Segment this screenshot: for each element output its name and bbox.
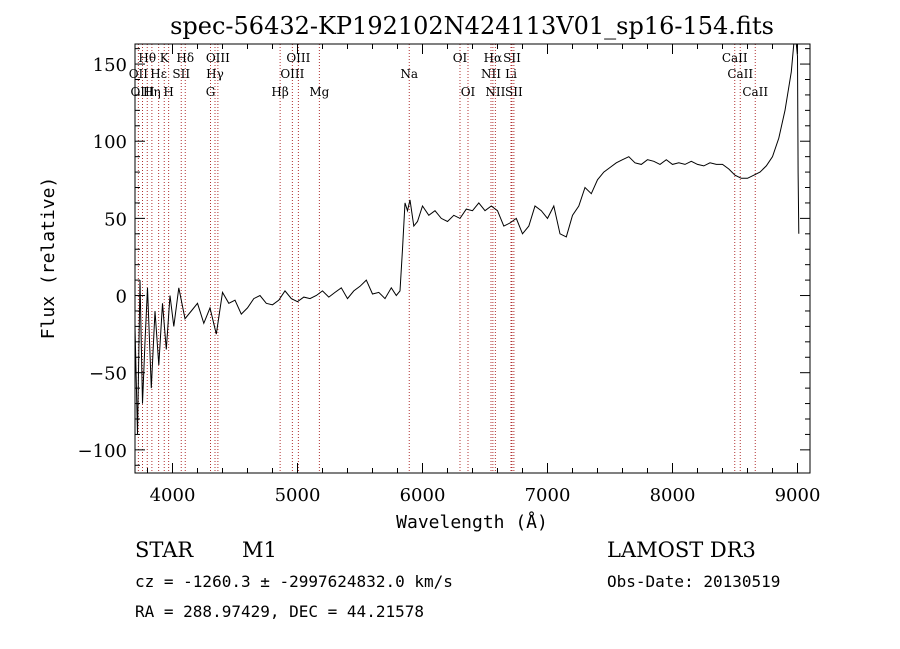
line-label-11: G (206, 85, 216, 99)
emission-line-markers (137, 44, 756, 473)
y-tick-label-0: −100 (78, 441, 127, 462)
x-axis-ticks: 4000 5000 6000 7000 8000 9000 (147, 44, 821, 506)
y-tick-label-4: 100 (93, 132, 127, 153)
line-label-3: Hε (150, 67, 167, 81)
line-label-12: OIII (286, 51, 310, 65)
line-label-8: Hδ (176, 51, 194, 65)
line-label-13: OIII (280, 67, 304, 81)
object-subclass: M1 (242, 538, 277, 562)
plot-frame (134, 43, 811, 474)
survey-name: LAMOST DR3 (607, 538, 756, 562)
line-label-23: NII (485, 85, 505, 99)
line-label-15: Mg (309, 85, 329, 99)
x-tick-label-0: 4000 (150, 485, 196, 506)
line-label-0: Hθ (138, 51, 156, 65)
line-label-10: Hγ (206, 67, 224, 81)
line-label-24: SII (505, 85, 523, 99)
line-label-19: Hα (484, 51, 503, 65)
line-label-27: CaII (742, 85, 768, 99)
line-label-25: CaII (722, 51, 748, 65)
obs-date: Obs-Date: 20130519 (607, 572, 781, 591)
x-tick-label-2: 6000 (400, 485, 446, 506)
chart-title: spec-56432-KP192102N424113V01_sp16-154.f… (170, 12, 774, 40)
y-tick-label-3: 50 (104, 209, 127, 230)
line-label-4: Hη (143, 85, 161, 99)
line-label-16: Na (400, 67, 418, 81)
line-label-9: OIII (206, 51, 230, 65)
y-axis-ticks: −100 −50 0 50 100 150 (78, 48, 810, 466)
x-tick-label-4: 8000 (650, 485, 696, 506)
x-tick-label-1: 5000 (275, 485, 321, 506)
y-tick-label-2: 0 (116, 287, 127, 308)
flux-series-line (134, 43, 800, 435)
redshift-line: cz = -1260.3 ± -2997624832.0 km/s (135, 572, 453, 591)
y-tick-label-5: 150 (93, 55, 127, 76)
line-label-26: CaII (727, 67, 753, 81)
x-tick-label-3: 7000 (525, 485, 571, 506)
line-label-20: SII (503, 51, 521, 65)
line-label-1: OII (129, 67, 149, 81)
line-label-6: SII (172, 67, 190, 81)
line-label-22: Li (505, 67, 517, 81)
coordinates: RA = 288.97429, DEC = 44.21578 (135, 602, 424, 621)
line-label-14: Hβ (271, 85, 288, 99)
line-label-2: OIII (130, 85, 154, 99)
x-axis-label: Wavelength (Å) (396, 511, 548, 533)
object-class: STAR (135, 538, 194, 562)
line-label-18: OI (461, 85, 476, 99)
line-label-21: NII (481, 67, 501, 81)
line-label-17: OI (453, 51, 468, 65)
line-label-5: K (160, 51, 170, 65)
line-label-7: H (163, 85, 173, 99)
x-tick-label-5: 9000 (775, 485, 821, 506)
y-axis-label: Flux (relative) (38, 177, 59, 340)
y-tick-label-1: −50 (89, 364, 127, 385)
